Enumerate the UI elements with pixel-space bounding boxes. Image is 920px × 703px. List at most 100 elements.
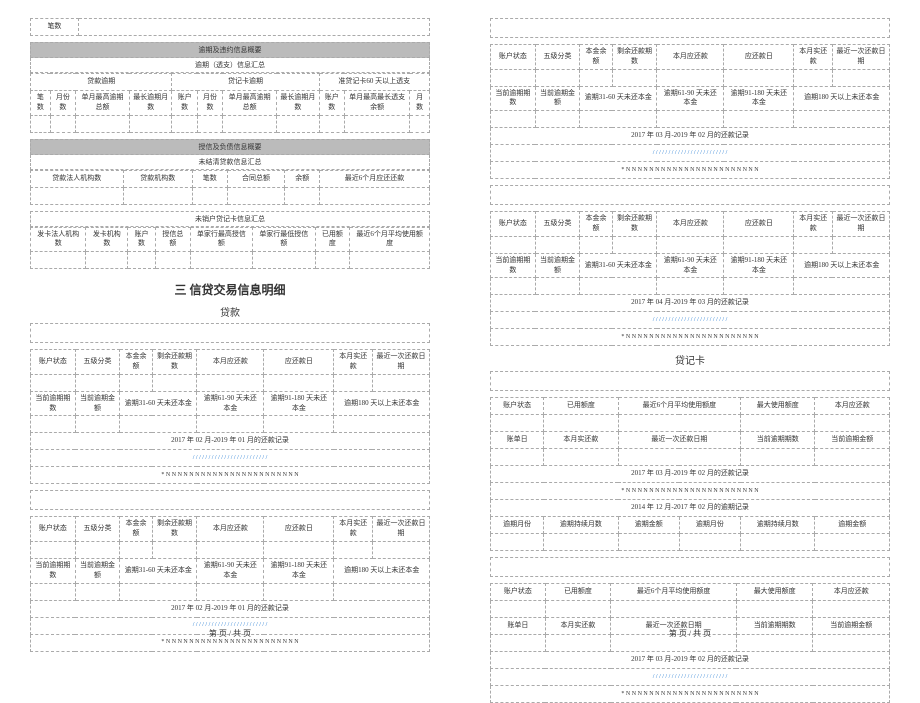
h-djkyq: 贷记卡逾期 [172,74,319,91]
c: 本月实还款 [334,350,373,375]
page-footer: 第 页 / 共 页 [460,628,920,639]
c: 本月应还款 [815,398,890,415]
c: 逾期61-90 天未还本金 [657,253,724,278]
c: 最大使用额度 [741,398,815,415]
c: 本月实还款 [794,212,833,237]
c: 本月应还款 [197,517,264,542]
c: 余额 [285,170,320,187]
c: 最近6个月平均使用额度 [350,227,430,252]
c: 单月最高逾期总额 [223,91,277,116]
c: 逾期持续月数 [544,517,618,534]
c: 逾期180 天以上未还本金 [794,253,890,278]
c: 当前逾期期数 [741,432,815,449]
c: 最长逾期月数 [277,91,319,116]
rec-head: 2014 年 12 月-2017 年 02 月的逾期记录 [491,500,890,517]
rec-head: 2017 年 03 月-2019 年 02 月的还款记录 [491,128,890,145]
c: 剩余还款期数 [152,517,197,542]
c: 本月实还款 [544,432,618,449]
c: 逾期月份 [679,517,740,534]
c: 最近一次还款日期 [832,45,889,70]
c: 逾期61-90 天未还本金 [197,391,264,416]
c: 剩余还款期数 [152,350,197,375]
c: 当前逾期金额 [75,391,120,416]
stars-row: * N N N N N N N N N N N N N N N N N N N … [491,329,890,346]
bar-credit: 授信及负债信息概要 [30,139,430,155]
c: 应还款日 [264,517,334,542]
c: 本金余额 [580,212,612,237]
c: 发卡机构数 [86,227,128,252]
page-footer: 第 页 / 共 页 [0,628,460,639]
h-dkyq: 贷款逾期 [31,74,172,91]
section-title: 三 信贷交易信息明细 [30,281,430,298]
c: 剩余还款期数 [612,212,657,237]
c: 逾期持续月数 [741,517,815,534]
bar-overdue: 逾期及违约信息概要 [30,42,430,58]
c: 逾期金额 [815,517,890,534]
c: 单月最高逾期总额 [76,91,130,116]
slash-row: / / / / / / / / / / / / / / / / / / / / … [31,450,430,467]
c: 当前逾期期数 [491,253,536,278]
c: 当前逾期期数 [491,86,536,111]
c: 最近6个月平均使用额度 [611,584,737,601]
c: 发卡法人机构数 [31,227,86,252]
dk-block-4: 账户状态五级分类本金余额剩余还款期数本月应还款应还款日本月实还款最近一次还款日期… [490,211,890,346]
djk-block-1-head [490,371,890,391]
c: 月份数 [197,91,222,116]
c: 五级分类 [535,212,580,237]
c: 单家行最低授信额 [253,227,315,252]
rec-head: 2017 年 02 月-2019 年 01 月的还款记录 [31,433,430,450]
section-dk: 贷款 [30,304,430,319]
dk-block-4-head [490,185,890,205]
sub-wxh: 未销户贷记卡信息汇总 [30,211,430,227]
dk-block-1: 账户状态五级分类本金余额剩余还款期数本月应还款应还款日本月实还款最近一次还款日期… [30,349,430,484]
c: 五级分类 [535,45,580,70]
cell-blank [78,19,429,36]
c: 账户状态 [491,398,544,415]
rec-head: 2017 年 04 月-2019 年 03 月的还款记录 [491,295,890,312]
c: 逾期31-60 天未还本金 [580,253,657,278]
c: 贷款机构数 [123,170,192,187]
djk-block-2: 账户状态已用额度最近6个月平均使用额度最大使用额度本月应还款 账单日本月实还款最… [490,583,890,703]
c: 本金余额 [120,350,152,375]
dk-block-3-head [490,18,890,38]
c: 逾期91-180 天未还本金 [264,558,334,583]
c: 账户数 [319,91,344,116]
djk-block-2-head [490,557,890,577]
dk-block-2-head [30,490,430,510]
c: 逾期180 天以上未还本金 [794,86,890,111]
rec-head: 2017 年 03 月-2019 年 02 月的还款记录 [491,652,890,669]
c: 当前逾期金额 [75,558,120,583]
c: 最近一次还款日期 [372,350,429,375]
c: 当前逾期期数 [31,391,76,416]
c: 剩余还款期数 [612,45,657,70]
sub-wjq: 未结清贷款信息汇总 [30,155,430,170]
stars-row: * N N N N N N N N N N N N N N N N N N N … [491,686,890,703]
c: 账户状态 [491,212,536,237]
c: 应还款日 [264,350,334,375]
c: 本月实还款 [794,45,833,70]
c: 最近一次还款日期 [372,517,429,542]
c: 逾期180 天以上未还本金 [334,391,430,416]
c: 逾期31-60 天未还本金 [120,391,197,416]
c: 逾期61-90 天未还本金 [197,558,264,583]
c: 应还款日 [724,212,794,237]
c: 贷款法人机构数 [31,170,124,187]
section-djk: 贷记卡 [490,352,890,367]
c: 逾期31-60 天未还本金 [120,558,197,583]
c: 已用额度 [544,398,618,415]
c: 逾期61-90 天未还本金 [657,86,724,111]
c: 本月应还款 [813,584,890,601]
c: 已用额度 [545,584,611,601]
c: 最近6个月平均使用额度 [618,398,740,415]
djk-block-1: 账户状态已用额度最近6个月平均使用额度最大使用额度本月应还款 账单日本月实还款最… [490,397,890,551]
c: 账户数 [128,227,156,252]
c: 账户状态 [31,517,76,542]
c: 逾期91-180 天未还本金 [724,86,794,111]
c: 本金余额 [120,517,152,542]
c: 最近一次还款日期 [832,212,889,237]
table-overdue-head: 贷款逾期贷记卡逾期准贷记卡60 天以上透支 笔数月份数单月最高逾期总额最长逾期月… [30,73,430,133]
sub-overdue: 逾期（透支）信息汇总 [30,58,430,73]
c: 最长逾期月数 [129,91,171,116]
table-top-small: 笔数 [30,18,430,36]
table-wxh: 发卡法人机构数发卡机构数账户数授信总额单家行最高授信额单家行最低授信额已用额度最… [30,227,430,270]
